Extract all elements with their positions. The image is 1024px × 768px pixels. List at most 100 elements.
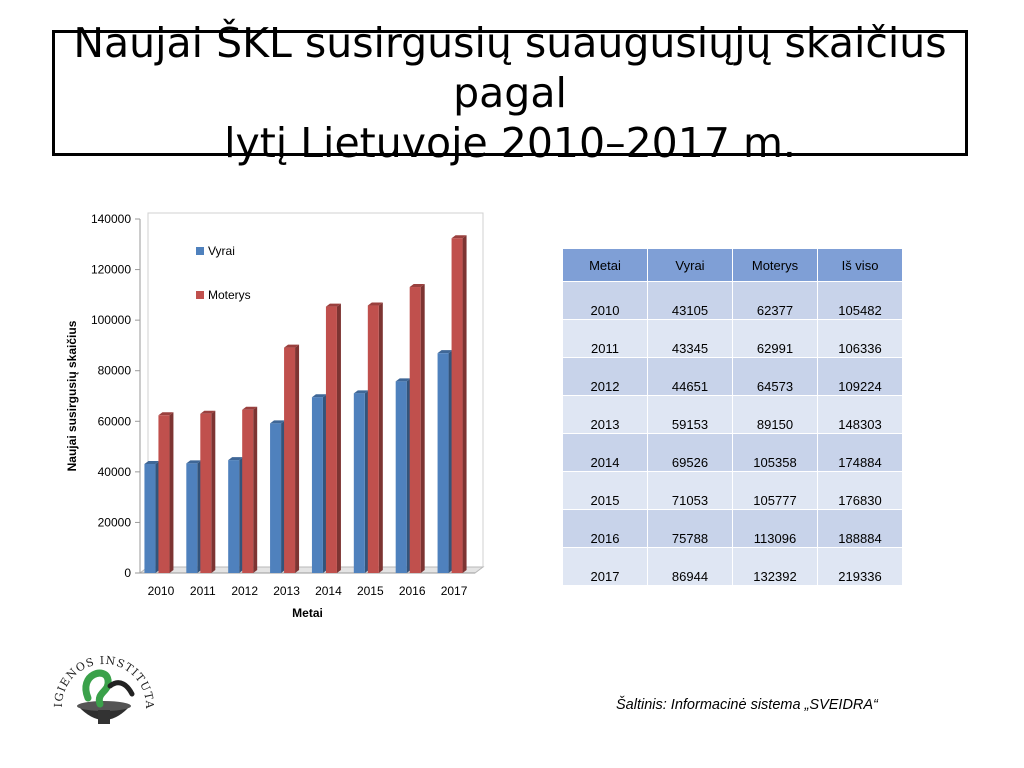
- legend-swatch-moterys: [196, 291, 204, 299]
- bar-vyrai-2016: [395, 378, 411, 573]
- y-tick-label: 0: [124, 566, 131, 580]
- x-tick-label: 2011: [190, 584, 216, 598]
- table-cell: 43105: [647, 281, 733, 320]
- table-cell: 109224: [817, 357, 903, 396]
- bar-top: [284, 344, 300, 348]
- bar-front: [311, 397, 323, 573]
- table-cell: 106336: [817, 319, 903, 358]
- source-note: Šaltinis: Informacinė sistema „SVEIDRA“: [616, 697, 878, 713]
- bar-front: [367, 305, 379, 573]
- table-row: 2013 59153 89150 148303: [562, 395, 903, 434]
- table-cell: 219336: [817, 547, 903, 586]
- y-axis-title: Naujai susirgusių skaičius: [65, 320, 79, 471]
- y-tick-label: 20000: [98, 515, 132, 529]
- bar-top: [395, 378, 411, 382]
- bar-top: [144, 461, 160, 465]
- higienos-institutas-logo: HIGIENOS INSTITUTAS: [48, 634, 155, 724]
- bar-top: [242, 406, 258, 410]
- table-cell: 59153: [647, 395, 733, 434]
- bar-top: [158, 412, 174, 416]
- bar-front: [158, 415, 170, 573]
- table-cell: 105482: [817, 281, 903, 320]
- legend-label-vyrai: Vyrai: [208, 244, 235, 258]
- bar-moterys-2013: [284, 344, 300, 573]
- bar-top: [451, 235, 467, 239]
- bar-side: [295, 344, 300, 573]
- table-cell: 2014: [562, 433, 648, 472]
- y-tick-label: 100000: [91, 313, 131, 327]
- bar-top: [311, 394, 327, 398]
- table-cell: 2011: [562, 319, 648, 358]
- bar-front: [200, 413, 212, 573]
- bar-side: [462, 235, 467, 573]
- bar-front: [144, 464, 156, 573]
- table-cell: 2010: [562, 281, 648, 320]
- table-cell: 62377: [732, 281, 818, 320]
- bar-front: [353, 393, 365, 573]
- table-header-cell: Moterys: [732, 248, 818, 282]
- bar-moterys-2014: [325, 303, 341, 573]
- bar-front: [284, 347, 296, 573]
- bar-side: [378, 302, 383, 573]
- table-row: 2016 75788 113096 188884: [562, 509, 903, 548]
- bar-top: [228, 457, 244, 461]
- bar-front: [395, 381, 407, 573]
- table-cell: 132392: [732, 547, 818, 586]
- bar-side: [336, 303, 341, 573]
- table-header-cell: Metai: [562, 248, 648, 282]
- table-row: 2017 86944 132392 219336: [562, 547, 903, 586]
- bar-side: [420, 284, 425, 573]
- table-cell: 188884: [817, 509, 903, 548]
- slide-title-line-2: lytį Lietuvoje 2010–2017 m.: [224, 119, 796, 167]
- bar-top: [325, 303, 341, 307]
- bar-side: [211, 410, 216, 573]
- bar-moterys-2012: [242, 406, 258, 573]
- bar-vyrai-2015: [353, 390, 369, 573]
- table-row: 2012 44651 64573 109224: [562, 357, 903, 396]
- bar-top: [200, 410, 216, 414]
- bar-front: [437, 353, 449, 573]
- table-cell: 113096: [732, 509, 818, 548]
- table-cell: 44651: [647, 357, 733, 396]
- table-cell: 89150: [732, 395, 818, 434]
- bar-top: [409, 284, 425, 288]
- x-axis-title: Metai: [292, 606, 323, 620]
- bar-vyrai-2017: [437, 350, 453, 573]
- table-cell: 105358: [732, 433, 818, 472]
- y-tick-label: 60000: [98, 414, 132, 428]
- table-cell: 2017: [562, 547, 648, 586]
- bar-top: [367, 302, 383, 306]
- table-cell: 69526: [647, 433, 733, 472]
- bar-front: [451, 238, 463, 573]
- bar-vyrai-2010: [144, 461, 160, 573]
- bar-top: [437, 350, 453, 354]
- legend-swatch-vyrai: [196, 247, 204, 255]
- bar-front: [409, 287, 421, 573]
- bar-vyrai-2012: [228, 457, 244, 573]
- bar-vyrai-2014: [311, 394, 327, 573]
- table-cell: 43345: [647, 319, 733, 358]
- table-body: 2010 43105 62377 105482 2011 43345 62991 106336…: [562, 281, 903, 586]
- x-tick-label: 2013: [273, 584, 300, 598]
- table-header-row: Metai Vyrai Moterys Iš viso: [562, 248, 903, 282]
- y-tick-label: 80000: [98, 364, 132, 378]
- x-tick-label: 2010: [148, 584, 175, 598]
- table-header-cell: Vyrai: [647, 248, 733, 282]
- table-header-cell: Iš viso: [817, 248, 903, 282]
- bar-front: [325, 306, 337, 573]
- bar-chart: 0 20000 40000 60000 80000 100000 120000 140000 2…: [65, 212, 485, 620]
- x-tick-label: 2017: [441, 584, 468, 598]
- bar-front: [270, 423, 282, 573]
- bar-top: [353, 390, 369, 394]
- table-cell: 86944: [647, 547, 733, 586]
- table-cell: 75788: [647, 509, 733, 548]
- bar-side: [169, 412, 174, 573]
- table-cell: 2016: [562, 509, 648, 548]
- y-tick-label: 140000: [91, 212, 131, 226]
- table-row: 2014 69526 105358 174884: [562, 433, 903, 472]
- bar-front: [228, 460, 240, 573]
- table-row: 2011 43345 62991 106336: [562, 319, 903, 358]
- slide-title-line-1: Naujai ŠKL susirgusių suaugusiųjų skaiči…: [73, 19, 947, 117]
- table-cell: 174884: [817, 433, 903, 472]
- table-cell: 62991: [732, 319, 818, 358]
